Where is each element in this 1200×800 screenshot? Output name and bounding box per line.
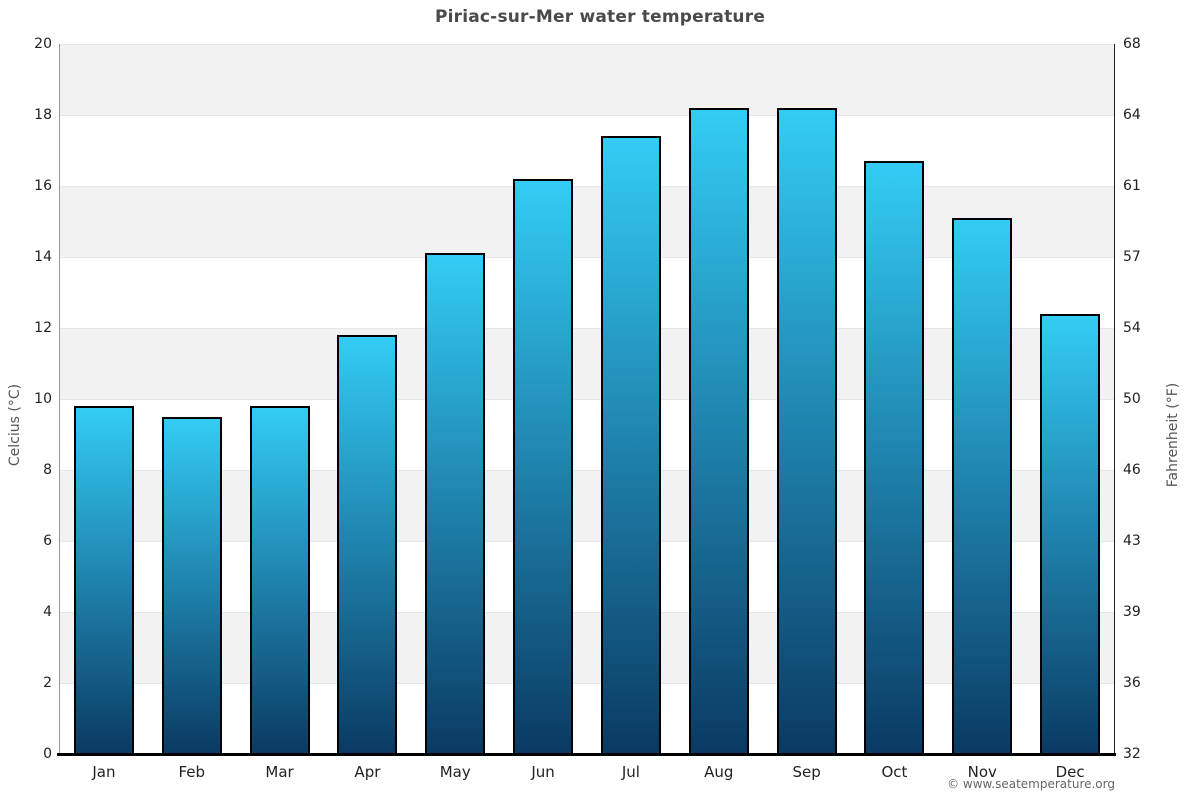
- y-tick-label-fahrenheit: 54: [1123, 320, 1141, 336]
- y-tick-label-fahrenheit: 43: [1123, 533, 1141, 549]
- gridline: [60, 541, 1114, 542]
- y-tick-label-celsius: 2: [43, 675, 52, 691]
- y-axis-line-celsius: [59, 44, 60, 754]
- bar: [952, 217, 1013, 754]
- plot-area: [60, 44, 1114, 754]
- y-tick-label-fahrenheit: 36: [1123, 675, 1141, 691]
- bar: [600, 136, 661, 754]
- y-tick-label-celsius: 12: [34, 320, 52, 336]
- x-tick-label: Jan: [92, 763, 116, 781]
- x-tick-label: Apr: [354, 763, 381, 781]
- y-tick-label-celsius: 6: [43, 533, 52, 549]
- x-tick-label: Mar: [265, 763, 294, 781]
- plot-band: [60, 186, 1114, 257]
- bar: [337, 335, 398, 754]
- x-tick-label: Sep: [792, 763, 821, 781]
- bar: [425, 253, 486, 754]
- x-tick-label: Oct: [881, 763, 908, 781]
- gridline: [60, 186, 1114, 187]
- bar: [249, 406, 310, 754]
- x-tick-label: Jun: [531, 763, 555, 781]
- bar: [1040, 313, 1101, 754]
- bar: [864, 161, 925, 754]
- y-tick-label-celsius: 20: [34, 36, 52, 52]
- y-tick-label-fahrenheit: 57: [1123, 249, 1141, 265]
- gridline: [60, 257, 1114, 258]
- y-tick-label-celsius: 4: [43, 604, 52, 620]
- y-tick-label-celsius: 10: [34, 391, 52, 407]
- gridline: [60, 399, 1114, 400]
- plot-band: [60, 44, 1114, 115]
- gridline: [60, 470, 1114, 471]
- bar: [776, 107, 837, 754]
- gridline: [60, 44, 1114, 45]
- x-tick-label: Jul: [621, 763, 640, 781]
- y-tick-label-fahrenheit: 64: [1123, 107, 1141, 123]
- x-tick-label: Nov: [967, 763, 997, 781]
- y-tick-label-celsius: 18: [34, 107, 52, 123]
- y-tick-label-fahrenheit: 68: [1123, 36, 1141, 52]
- bar: [73, 406, 134, 754]
- x-axis-line: [57, 753, 1116, 756]
- gridline: [60, 115, 1114, 116]
- plot-band: [60, 612, 1114, 683]
- plot-band: [60, 470, 1114, 541]
- x-tick-label: Dec: [1055, 763, 1085, 781]
- y-tick-label-fahrenheit: 39: [1123, 604, 1141, 620]
- copyright-text: © www.seatemperature.org: [947, 777, 1115, 791]
- y-tick-label-celsius: 14: [34, 249, 52, 265]
- bar: [688, 107, 749, 754]
- gridline: [60, 683, 1114, 684]
- y-tick-label-fahrenheit: 32: [1123, 746, 1141, 762]
- gridline: [60, 612, 1114, 613]
- y-axis-line-fahrenheit: [1114, 44, 1115, 754]
- y-tick-label-fahrenheit: 50: [1123, 391, 1141, 407]
- x-tick-label: Aug: [704, 763, 734, 781]
- y-tick-label-fahrenheit: 61: [1123, 178, 1141, 194]
- y-tick-label-fahrenheit: 46: [1123, 462, 1141, 478]
- bar: [513, 178, 574, 754]
- y-tick-label-celsius: 16: [34, 178, 52, 194]
- x-tick-label: Feb: [178, 763, 206, 781]
- x-tick-label: May: [439, 763, 471, 781]
- gridline: [60, 328, 1114, 329]
- chart-title: Piriac-sur-Mer water temperature: [434, 7, 766, 27]
- y-tick-label-celsius: 0: [43, 746, 52, 762]
- plot-band: [60, 328, 1114, 399]
- y-tick-label-celsius: 8: [43, 462, 52, 478]
- bar: [161, 416, 222, 754]
